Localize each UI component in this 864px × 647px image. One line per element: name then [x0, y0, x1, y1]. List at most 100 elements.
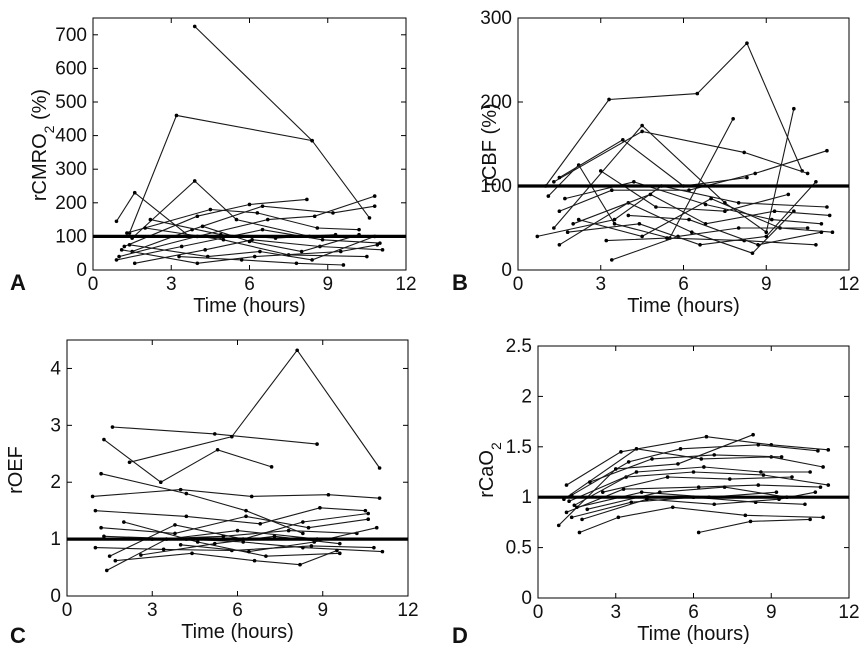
- x-tick-label: 6: [678, 274, 689, 295]
- data-point: [712, 453, 717, 457]
- data-point: [221, 237, 226, 242]
- data-point: [577, 530, 582, 535]
- data-point: [632, 180, 636, 184]
- data-point: [200, 224, 205, 229]
- data-point: [626, 460, 631, 464]
- data-point: [264, 554, 268, 558]
- data-point: [306, 525, 311, 530]
- y-axis-label: rOEF: [5, 446, 27, 494]
- data-point: [552, 226, 556, 230]
- x-tick-label: 0: [88, 274, 99, 295]
- data-point: [753, 171, 758, 176]
- data-point: [161, 547, 166, 552]
- data-point: [808, 517, 812, 522]
- data-point: [704, 434, 709, 439]
- series-line-6: [559, 150, 828, 212]
- data-point: [814, 180, 818, 184]
- data-point: [143, 226, 147, 230]
- panel-letter: B: [452, 270, 468, 295]
- y-tick-label: 400: [55, 126, 87, 147]
- data-point: [629, 500, 634, 505]
- data-point: [805, 226, 810, 230]
- data-point: [93, 545, 98, 550]
- data-point: [634, 447, 639, 451]
- data-point: [320, 237, 325, 242]
- panel-letter: C: [10, 623, 26, 647]
- y-tick-label: 0: [501, 260, 512, 281]
- data-point: [619, 450, 623, 454]
- series-line-6: [95, 507, 366, 525]
- data-point: [695, 91, 700, 96]
- data-point: [117, 254, 121, 259]
- data-point: [819, 230, 824, 234]
- series-line-13: [611, 227, 808, 261]
- data-point: [600, 490, 605, 494]
- y-tick-label: 1: [521, 487, 532, 508]
- data-point: [119, 248, 124, 252]
- x-tick-label: 0: [513, 274, 524, 295]
- data-point: [338, 249, 343, 254]
- data-point: [357, 227, 361, 232]
- data-point: [607, 97, 611, 102]
- x-axis-label: Time (hours): [181, 621, 294, 643]
- data-point: [93, 508, 98, 513]
- data-point: [640, 123, 644, 128]
- series-line-1: [116, 191, 190, 237]
- data-point: [748, 519, 753, 524]
- data-point: [318, 506, 322, 510]
- data-point: [621, 138, 625, 142]
- data-point: [132, 190, 137, 195]
- y-tick-label: 100: [480, 176, 512, 197]
- series-line-2: [129, 349, 381, 469]
- data-point: [576, 217, 581, 222]
- data-point: [107, 554, 112, 558]
- data-point: [821, 515, 825, 520]
- y-tick-label: 3: [50, 415, 61, 436]
- data-point: [792, 106, 796, 111]
- data-point: [813, 490, 818, 494]
- data-point: [691, 470, 696, 474]
- y-tick-label: 0: [76, 260, 87, 281]
- data-point: [634, 470, 639, 474]
- data-point: [195, 214, 200, 219]
- data-point: [756, 442, 761, 447]
- data-point: [177, 254, 181, 259]
- data-point: [195, 261, 200, 266]
- data-point: [122, 520, 126, 524]
- data-point: [265, 217, 270, 222]
- series-line-12: [145, 227, 367, 258]
- data-point: [113, 558, 118, 563]
- data-point: [372, 194, 377, 198]
- y-axis-label-tail: (%): [29, 89, 51, 126]
- series-line-3: [553, 130, 808, 183]
- data-point: [132, 261, 137, 266]
- data-point: [301, 520, 305, 524]
- data-point: [774, 490, 779, 494]
- y-tick-label: 700: [55, 25, 87, 46]
- data-point: [315, 226, 320, 230]
- data-point: [759, 470, 763, 474]
- data-point: [366, 511, 371, 516]
- plot-frame: [66, 339, 409, 597]
- x-tick-label: 9: [322, 274, 333, 295]
- data-point: [563, 196, 567, 201]
- series-line-15: [180, 527, 377, 553]
- series-line-11: [600, 170, 789, 212]
- y-tick-label: 0: [50, 586, 61, 607]
- panel-letter: A: [10, 270, 26, 295]
- y-tick-label: 2.5: [506, 336, 532, 357]
- data-point: [805, 171, 810, 176]
- y-axis-label-main: rCMRO: [29, 133, 51, 201]
- data-point: [99, 525, 103, 530]
- data-point: [612, 217, 617, 222]
- data-point: [215, 447, 220, 452]
- data-point: [678, 447, 683, 451]
- data-point: [178, 487, 183, 492]
- data-point: [212, 541, 217, 546]
- data-point: [699, 457, 704, 461]
- data-point: [745, 41, 749, 45]
- data-point: [104, 568, 109, 573]
- data-point: [640, 234, 644, 239]
- data-point: [604, 238, 609, 243]
